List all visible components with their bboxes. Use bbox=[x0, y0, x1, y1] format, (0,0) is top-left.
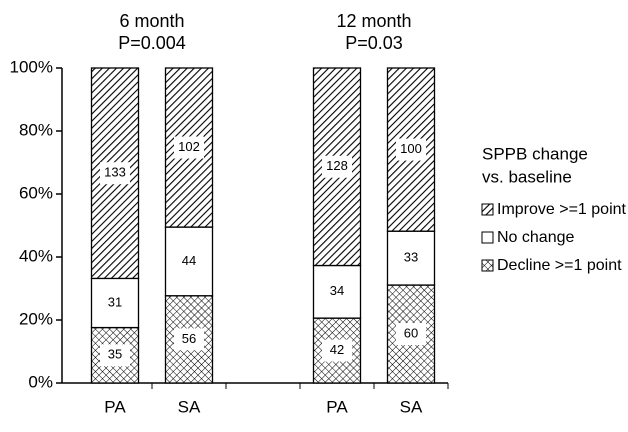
legend-label: No change bbox=[497, 229, 574, 246]
data-label: 133 bbox=[104, 165, 126, 180]
data-label: 102 bbox=[178, 139, 200, 154]
data-label: 35 bbox=[108, 347, 122, 362]
data-label-box bbox=[396, 323, 426, 346]
x-tick-label: PA bbox=[326, 397, 348, 416]
legend-swatch bbox=[481, 203, 494, 216]
data-label: 34 bbox=[330, 283, 344, 298]
y-tick-label: 100% bbox=[10, 57, 53, 76]
data-label: 33 bbox=[404, 250, 418, 265]
y-tick-label: 20% bbox=[19, 309, 53, 328]
legend-swatch bbox=[481, 231, 494, 244]
data-label-box bbox=[174, 136, 204, 159]
data-label-box bbox=[396, 138, 426, 161]
x-tick-label: PA bbox=[104, 397, 126, 416]
data-label-box bbox=[322, 280, 352, 303]
y-tick-label: 80% bbox=[19, 120, 53, 139]
data-label-box bbox=[174, 328, 204, 351]
x-tick-label: SA bbox=[400, 397, 423, 416]
data-label: 31 bbox=[108, 294, 122, 309]
data-label: 128 bbox=[326, 158, 348, 173]
data-label: 44 bbox=[182, 253, 196, 268]
data-label-box bbox=[100, 291, 130, 314]
group-title: 6 month bbox=[119, 11, 184, 31]
group-title: 12 month bbox=[336, 11, 411, 31]
legend-label: Improve >=1 point bbox=[497, 201, 627, 218]
y-tick-label: 60% bbox=[19, 183, 53, 202]
legend-title: vs. baseline bbox=[482, 167, 572, 186]
y-tick-label: 40% bbox=[19, 246, 53, 265]
legend-title: SPPB change bbox=[482, 144, 588, 163]
data-label: 60 bbox=[404, 325, 418, 340]
data-label-box bbox=[174, 250, 204, 273]
data-label: 56 bbox=[182, 331, 196, 346]
bar-segment bbox=[312, 67, 362, 267]
data-label-box bbox=[322, 339, 352, 362]
data-label-box bbox=[100, 162, 130, 185]
group-p-value: P=0.004 bbox=[118, 33, 186, 53]
legend-swatch bbox=[481, 259, 494, 272]
data-label-box bbox=[100, 344, 130, 367]
x-tick-label: SA bbox=[178, 397, 201, 416]
legend-label: Decline >=1 point bbox=[497, 257, 622, 274]
data-label: 42 bbox=[330, 342, 344, 357]
data-label-box bbox=[396, 247, 426, 270]
data-label: 100 bbox=[400, 141, 422, 156]
data-label-box bbox=[322, 155, 352, 178]
y-tick-label: 0% bbox=[28, 372, 53, 391]
group-p-value: P=0.03 bbox=[345, 33, 403, 53]
